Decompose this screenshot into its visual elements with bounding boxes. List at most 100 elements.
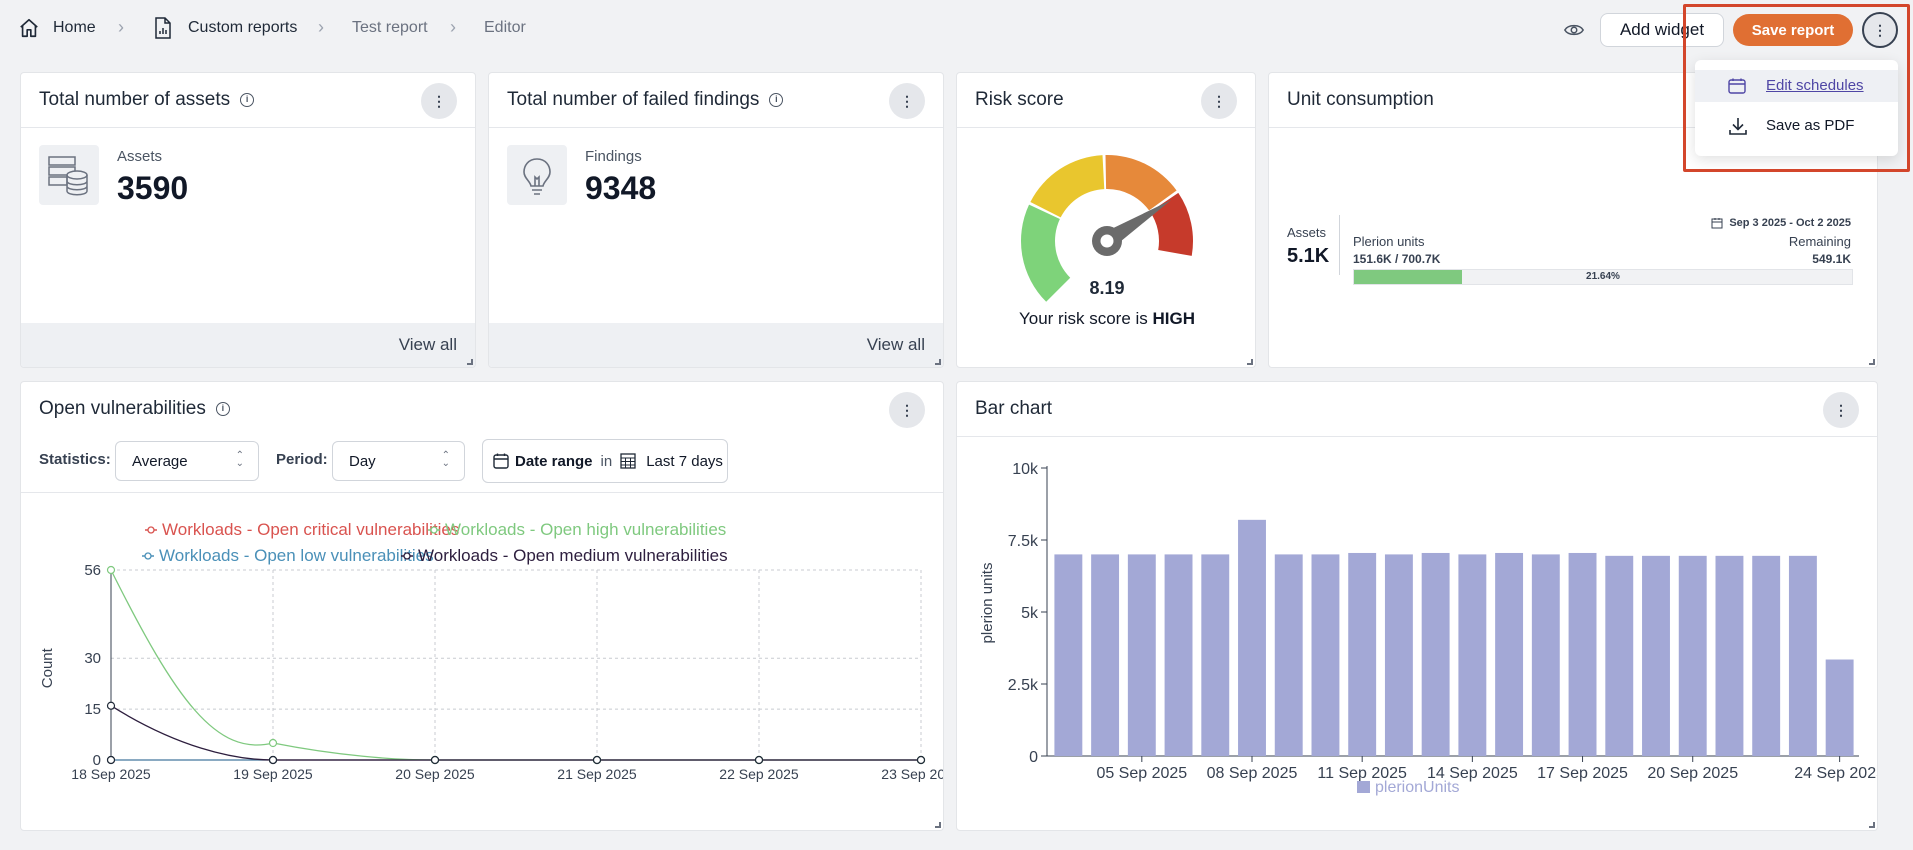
legend-marker [147,526,155,534]
vuln-card-title-row: Open vulnerabilities i [39,398,230,420]
bar[interactable] [1531,554,1560,756]
x-tick-label: 24 Sep 2025 [1794,765,1878,782]
calendar-icon [1711,218,1723,229]
breadcrumb-home[interactable]: Home [53,19,96,36]
date-range-label: Date range [515,452,593,470]
data-point[interactable] [106,565,116,575]
bar[interactable] [1384,554,1413,756]
resize-handle[interactable] [935,359,941,365]
resize-handle[interactable] [935,822,941,828]
kebab-icon: ⋮ [1834,402,1848,418]
bar[interactable] [1238,519,1266,756]
bar[interactable] [1274,554,1303,756]
legend-marker [144,552,152,560]
bar[interactable] [1348,552,1377,756]
card-title: Total number of failed findings [507,89,760,110]
home-icon[interactable] [18,17,40,39]
resize-handle[interactable] [1869,359,1875,365]
card-menu-button[interactable]: ⋮ [1823,392,1859,428]
bar[interactable] [1164,554,1193,756]
bar[interactable] [1788,555,1817,756]
info-icon[interactable]: i [240,92,255,107]
date-range-picker[interactable]: Date range in Last 7 days [482,439,728,483]
bar[interactable] [1054,554,1083,756]
card-menu-button[interactable]: ⋮ [889,83,925,119]
card-title: Bar chart [975,398,1053,419]
series-line [110,569,921,761]
bar[interactable] [1568,552,1597,756]
breadcrumb-custom-reports[interactable]: Custom reports [188,19,298,36]
more-options-button[interactable]: ⋮ [1862,12,1898,48]
data-point[interactable] [754,755,764,765]
data-point[interactable] [268,738,278,748]
bar[interactable] [1752,555,1781,756]
unit-progress-bar: 21.64% [1353,269,1853,285]
x-tick-label: 23 Sep 2025 [881,766,944,782]
data-point[interactable] [430,755,440,765]
remaining-label: Remaining [1788,234,1851,249]
data-point[interactable] [106,701,116,710]
bar[interactable] [1421,552,1450,756]
breadcrumb-test-report[interactable]: Test report [352,19,428,36]
bar[interactable] [1715,555,1744,756]
report-file-icon [155,17,171,39]
bar[interactable] [1127,554,1156,756]
data-point[interactable] [268,755,278,765]
resize-handle[interactable] [1869,822,1875,828]
card-menu-button[interactable]: ⋮ [889,392,925,428]
x-tick-label: 14 Sep 2025 [1427,765,1518,782]
bar[interactable] [1642,555,1670,756]
menu-item-save-as-pdf[interactable]: Save as PDF [1695,110,1898,142]
eye-icon[interactable] [1564,21,1584,39]
gauge-needle-center [1100,234,1114,248]
divider [1269,127,1877,128]
x-tick-label: 19 Sep 2025 [233,766,313,782]
period-select[interactable]: Day ⌃ ⌄ [332,441,465,481]
calendar-grid-icon [620,453,636,469]
bar[interactable] [1311,554,1340,756]
y-tick-label: 56 [84,562,101,579]
bar[interactable] [1678,555,1707,756]
legend-label[interactable]: plerionUnits [1375,779,1459,796]
resize-handle[interactable] [467,359,473,365]
divider [957,127,1255,128]
resize-handle[interactable] [1247,359,1253,365]
y-tick-label: 10k [1012,461,1039,478]
bar[interactable] [1825,659,1854,756]
chevron-up-down-icon: ⌃ ⌄ [441,450,450,469]
legend-label[interactable]: Workloads - Open low vulnerabilities [159,546,434,565]
card-menu-button[interactable]: ⋮ [421,83,457,119]
legend-label[interactable]: Workloads - Open critical vulnerabilitie… [162,520,459,539]
bar[interactable] [1495,552,1524,756]
bar[interactable] [1091,554,1120,756]
view-all-link[interactable]: View all [398,335,457,354]
data-point[interactable] [592,755,602,765]
data-point[interactable] [916,755,926,765]
data-point[interactable] [106,755,116,765]
save-report-button[interactable]: Save report [1733,14,1853,46]
chevron-up-down-icon: ⌃ ⌄ [235,450,244,469]
x-tick-label: 08 Sep 2025 [1207,765,1298,782]
risk-level: HIGH [1152,309,1196,328]
kebab-icon: ⋮ [900,402,914,418]
bar[interactable] [1458,554,1487,756]
info-icon[interactable]: i [769,92,784,107]
bar[interactable] [1605,555,1634,756]
legend-label[interactable]: Workloads - Open high vulnerabilities [445,520,726,539]
y-tick-label: 15 [84,701,101,718]
menu-item-edit-schedules[interactable]: Edit schedules [1695,70,1898,102]
view-all-link[interactable]: View all [866,335,925,354]
y-tick-label: 7.5k [1008,533,1039,550]
legend-label[interactable]: Workloads - Open medium vulnerabilities [418,546,728,565]
card-menu-button[interactable]: ⋮ [1201,83,1237,119]
divider [21,127,475,128]
legend-swatch [1357,781,1370,793]
statistics-select[interactable]: Average ⌃ ⌄ [115,441,259,481]
bar[interactable] [1201,554,1230,756]
risk-gauge [1021,155,1193,302]
info-icon[interactable]: i [215,401,230,416]
chevron-right-icon: › [318,17,324,37]
x-tick-label: 20 Sep 2025 [395,766,475,782]
period-value: Day [349,452,376,470]
statistics-value: Average [132,452,188,470]
